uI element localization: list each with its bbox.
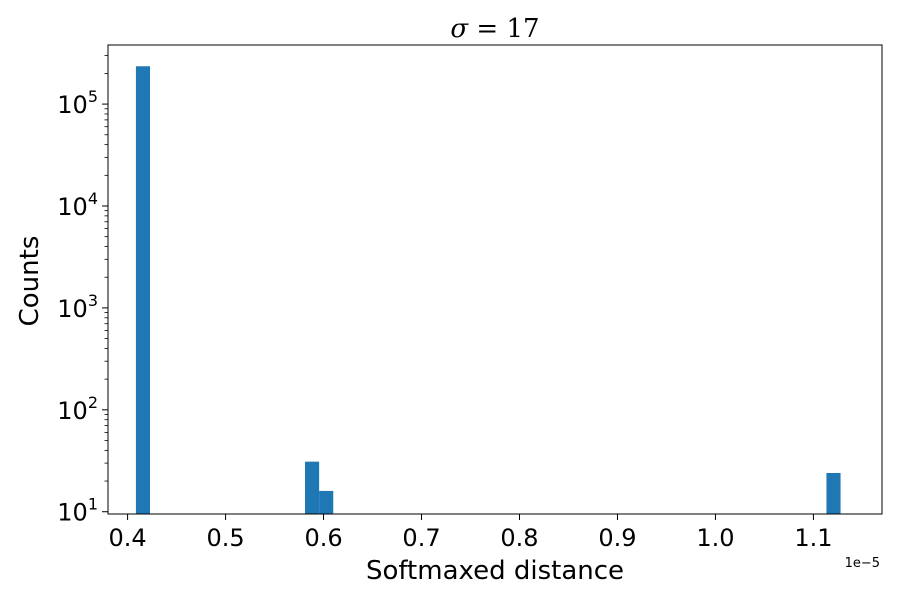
y-tick-exponent: 1: [88, 495, 98, 514]
y-tick-label: 104: [57, 189, 98, 221]
y-tick-base: 10: [57, 193, 88, 221]
chart-title: σ = 17: [450, 14, 539, 44]
y-tick-label: 105: [57, 87, 98, 119]
x-offset-label: 1e−5: [845, 556, 880, 571]
y-minor-ticks: [104, 55, 108, 482]
y-tick-exponent: 3: [88, 291, 98, 310]
y-tick-label: 102: [57, 393, 98, 425]
y-tick-exponent: 5: [88, 87, 98, 106]
bars-group: [135, 66, 841, 514]
y-tick-base: 10: [57, 295, 88, 323]
histogram-bar: [319, 490, 334, 514]
x-ticks: 0.4 0.5 0.6 0.7 0.8 0.9 1.0 1.1: [109, 514, 833, 552]
histogram-bar: [305, 461, 320, 514]
x-tick-label: 0.9: [598, 524, 636, 552]
x-tick-label: 0.4: [109, 524, 147, 552]
x-tick-label: 0.8: [500, 524, 538, 552]
y-tick-label: 103: [57, 291, 98, 323]
title-symbol: σ: [450, 14, 469, 44]
x-tick-label: 0.5: [206, 524, 244, 552]
x-axis-label: Softmaxed distance: [366, 556, 624, 586]
title-operator: =: [468, 14, 506, 44]
x-tick-label: 0.7: [402, 524, 440, 552]
x-tick-label: 1.0: [696, 524, 734, 552]
y-tick-exponent: 4: [88, 189, 98, 208]
x-tick-label: 0.6: [304, 524, 342, 552]
histogram-bar: [826, 472, 841, 514]
plot-frame: [107, 44, 883, 515]
y-tick-exponent: 2: [88, 393, 98, 412]
histogram-bar: [135, 66, 151, 514]
y-axis-label: Counts: [15, 236, 45, 327]
x-tick-label: 1.1: [794, 524, 832, 552]
title-value: 17: [506, 14, 539, 44]
y-tick-base: 10: [57, 397, 88, 425]
y-tick-base: 10: [57, 91, 88, 119]
y-tick-base: 10: [57, 499, 88, 527]
y-tick-label: 101: [57, 495, 98, 527]
